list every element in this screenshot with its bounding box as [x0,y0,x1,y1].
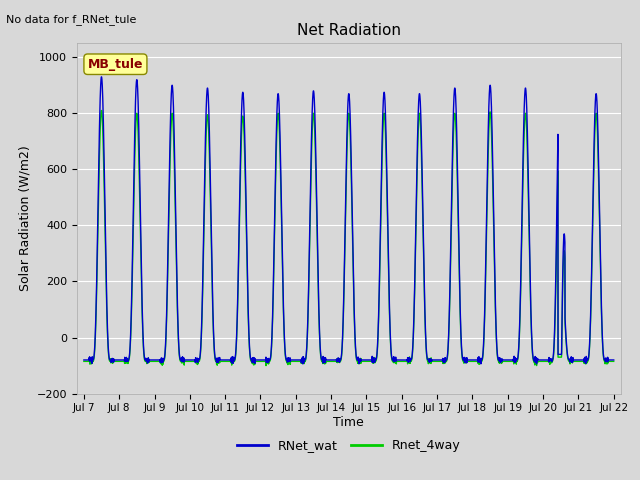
RNet_wat [610,357,618,363]
Rnet_4way [438,359,446,364]
X-axis label: Time: Time [333,416,364,429]
Rnet_4way [97,108,105,113]
RNet_wat [438,357,446,363]
Rnet_4way [498,356,506,362]
Y-axis label: Solar Radiation (W/m2): Solar Radiation (W/m2) [18,145,31,291]
RNet_wat [609,357,617,363]
RNet_wat [97,74,105,80]
Line: RNet_wat: RNet_wat [84,77,614,364]
Rnet_4way [262,363,270,369]
Rnet_4way [609,359,617,364]
RNet_wat [468,357,476,363]
Rnet_4way [329,359,337,364]
RNet_wat [80,357,88,363]
RNet_wat [175,349,183,355]
Rnet_4way [610,359,618,364]
Text: No data for f_RNet_tule: No data for f_RNet_tule [6,14,137,25]
RNet_wat [329,357,337,363]
Line: Rnet_4way: Rnet_4way [84,110,614,366]
Rnet_4way [80,359,88,364]
RNet_wat [498,358,506,363]
Text: MB_tule: MB_tule [88,58,143,71]
Legend: RNet_wat, Rnet_4way: RNet_wat, Rnet_4way [232,434,466,457]
Rnet_4way [175,351,183,357]
Title: Net Radiation: Net Radiation [297,23,401,38]
Rnet_4way [468,359,476,364]
RNet_wat [299,361,307,367]
